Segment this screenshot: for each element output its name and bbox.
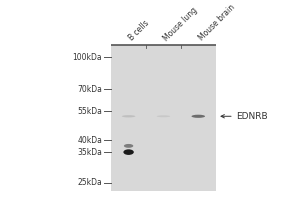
Ellipse shape (191, 115, 205, 118)
Text: EDNRB: EDNRB (221, 112, 268, 121)
Text: 35kDa: 35kDa (77, 148, 102, 157)
Text: 100kDa: 100kDa (73, 53, 102, 62)
Ellipse shape (157, 115, 170, 117)
Text: 55kDa: 55kDa (77, 107, 102, 116)
Text: 40kDa: 40kDa (77, 136, 102, 145)
Ellipse shape (122, 115, 135, 117)
Text: Mouse lung: Mouse lung (162, 5, 200, 43)
Ellipse shape (124, 144, 133, 148)
Text: 25kDa: 25kDa (77, 178, 102, 187)
Text: B cells: B cells (127, 19, 151, 43)
Bar (111, 45, 216, 191)
Text: 70kDa: 70kDa (77, 85, 102, 94)
Ellipse shape (123, 149, 134, 155)
Text: Mouse brain: Mouse brain (197, 3, 236, 43)
